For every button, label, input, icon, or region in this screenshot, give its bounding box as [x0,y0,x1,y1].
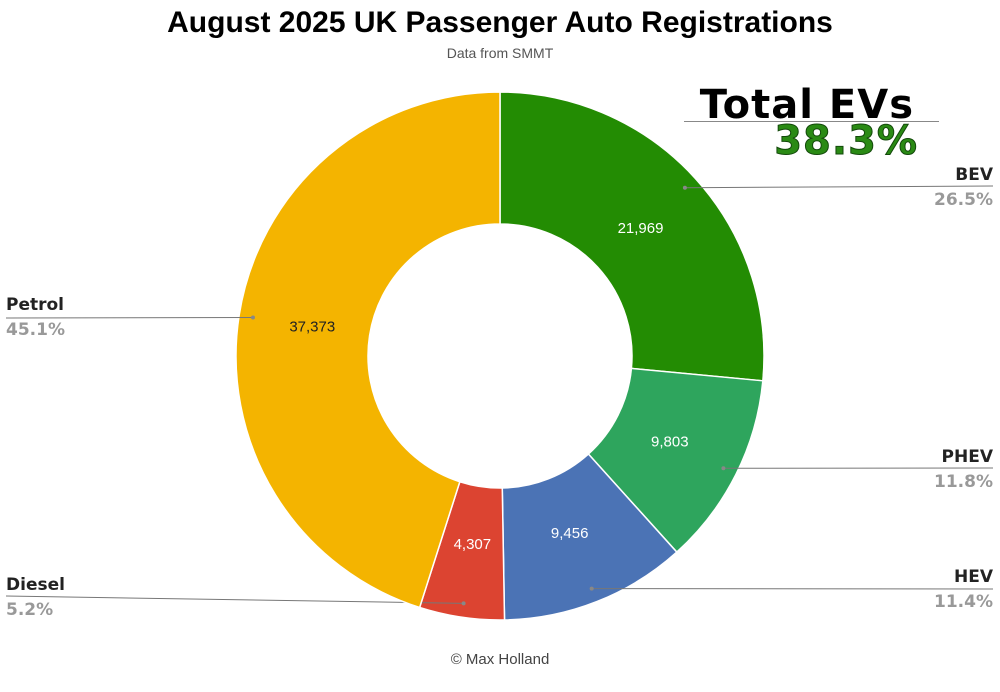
category-label-phev: PHEV [942,447,994,467]
leader-line-diesel [5,595,464,604]
total-ev-underline [684,121,939,122]
slice-bev [499,91,765,382]
category-label-hev: HEV [954,567,994,587]
leader-line-bev [684,185,994,189]
leader-line-petrol [5,316,253,319]
percent-label-phev: 11.8% [934,472,993,492]
leader-dot-hev [589,586,594,591]
percent-label-hev: 11.4% [934,592,993,612]
leader-dot-bev [682,185,687,190]
value-label-diesel: 4,307 [454,536,492,553]
percent-label-petrol: 45.1% [6,320,65,340]
chart-subtitle: Data from SMMT [446,45,554,61]
value-label-petrol: 37,373 [289,319,335,336]
percent-label-diesel: 5.2% [6,600,53,620]
percent-label-bev: 26.5% [934,190,993,210]
value-label-phev: 9,803 [651,433,689,450]
chart-title: August 2025 UK Passenger Auto Registrati… [167,6,833,39]
value-label-bev: 21,969 [618,220,664,237]
category-label-bev: BEV [955,165,994,185]
slice-petrol [235,91,501,609]
value-label-hev: 9,456 [551,525,589,542]
total-ev-label: Total EVs [699,82,914,128]
leader-dot-diesel [461,601,466,606]
leader-dot-phev [721,466,726,471]
leader-dot-petrol [250,315,255,320]
category-label-diesel: Diesel [6,575,65,595]
footer-credit: © Max Holland [450,651,550,668]
category-label-petrol: Petrol [6,295,64,315]
total-ev-value: 38.3% [774,118,918,165]
